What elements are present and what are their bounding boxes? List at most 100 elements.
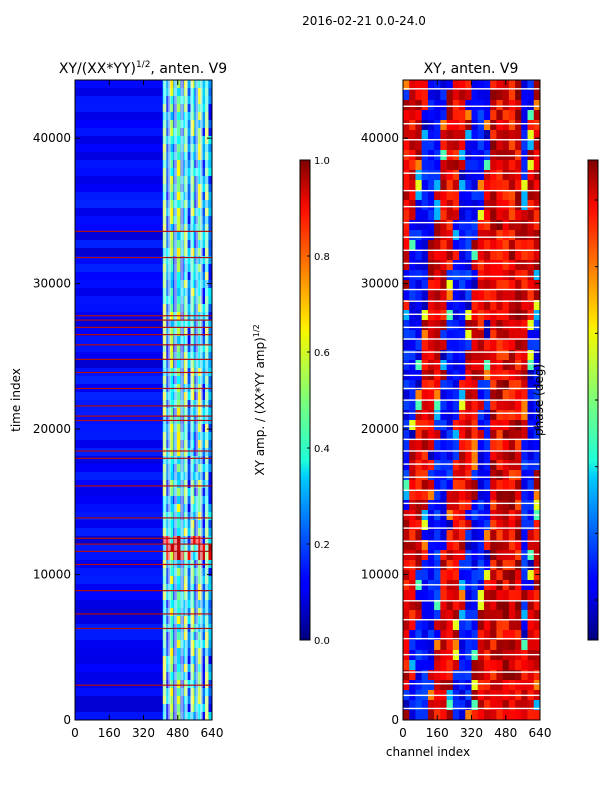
phase-cell [521, 280, 528, 291]
phase-cell [477, 590, 485, 601]
amplitude-cell [169, 592, 174, 601]
phase-cell [471, 520, 479, 531]
phase-cell [465, 500, 472, 511]
phase-cell [427, 480, 435, 491]
phase-cell [440, 710, 447, 720]
phase-cell [490, 520, 497, 531]
amplitude-cell [187, 480, 192, 489]
phase-cell [471, 620, 479, 631]
phase-cell [471, 460, 479, 471]
phase-y-tick-label: 0 [391, 713, 399, 727]
phase-cell [515, 170, 522, 181]
phase-cell [508, 500, 516, 511]
amplitude-cell [187, 376, 192, 385]
phase-cell [446, 410, 454, 421]
phase-cell [521, 200, 528, 211]
phase-flag-line [403, 653, 540, 656]
phase-cell [508, 680, 516, 691]
phase-cell [421, 80, 429, 91]
phase-cell [490, 350, 497, 361]
amplitude-cell [201, 256, 206, 265]
amplitude-cell [208, 696, 212, 705]
phase-cell [427, 110, 435, 121]
phase-cell [427, 610, 435, 621]
phase-cell [527, 600, 535, 611]
phase-cell [409, 530, 416, 541]
amplitude-cell [208, 296, 212, 305]
phase-cell [471, 310, 479, 321]
amplitude-cell [75, 248, 163, 257]
phase-cell [496, 430, 503, 441]
phase-cell [483, 320, 491, 331]
phase-cell [452, 240, 460, 251]
phase-cell [415, 240, 422, 251]
phase-cell [477, 270, 485, 281]
phase-cell [434, 440, 441, 451]
phase-cell [527, 220, 535, 231]
phase-flag-line [403, 326, 540, 329]
phase-cell [434, 300, 441, 311]
amplitude-colorbar-gradient [299, 159, 311, 641]
phase-cell [477, 620, 485, 631]
phase-cell [496, 120, 503, 131]
phase-cell [403, 500, 410, 511]
phase-cell [434, 340, 441, 351]
phase-cell [502, 190, 510, 201]
amplitude-cell [176, 592, 181, 601]
phase-cell [465, 210, 472, 221]
phase-cell [465, 260, 472, 271]
phase-cell [427, 80, 435, 91]
amplitude-cell [208, 168, 212, 177]
phase-cell [533, 680, 540, 691]
amplitude-cell [208, 488, 212, 497]
phase-cell [421, 120, 429, 131]
amplitude-cell [187, 632, 192, 641]
phase-cell [515, 500, 522, 511]
phase-cell [471, 80, 479, 91]
phase-cell [409, 100, 416, 111]
phase-cell [415, 490, 422, 501]
phase-cell [508, 710, 516, 720]
phase-cell [502, 300, 510, 311]
phase-cell [446, 330, 454, 341]
phase-cell [533, 320, 540, 331]
phase-cell [440, 90, 447, 101]
phase-cell [521, 140, 528, 151]
phase-cell [421, 630, 429, 641]
amplitude-cell [169, 328, 174, 337]
phase-cell [465, 110, 472, 121]
phase-cell [515, 270, 522, 281]
phase-cell [490, 550, 497, 561]
phase-cell [409, 380, 416, 391]
amplitude-cell [75, 440, 163, 449]
phase-cell [465, 190, 472, 201]
amplitude-flag-line [75, 315, 212, 317]
amplitude-cell [208, 400, 212, 409]
amplitude-cell [169, 232, 174, 241]
amplitude-cell [169, 712, 174, 720]
amplitude-cell [75, 184, 163, 193]
amplitude-cell [208, 360, 212, 369]
phase-cell [452, 420, 460, 431]
phase-cell [477, 200, 485, 211]
phase-cell [527, 700, 535, 711]
phase-cell [459, 290, 466, 301]
phase-cell [465, 200, 472, 211]
phase-cell [440, 340, 447, 351]
phase-cell [465, 660, 472, 671]
phase-cell [471, 250, 479, 261]
phase-cell [452, 440, 460, 451]
phase-cell [403, 620, 410, 631]
amplitude-cell [208, 344, 212, 353]
phase-cell [527, 350, 535, 361]
phase-cell [427, 700, 435, 711]
phase-cell [527, 380, 535, 391]
phase-cell [496, 250, 503, 261]
phase-cell [483, 470, 491, 481]
phase-cell [490, 670, 497, 681]
phase-cell [471, 590, 479, 601]
amplitude-flag-line [75, 517, 212, 519]
phase-cell [452, 170, 460, 181]
phase-cell [440, 280, 447, 291]
phase-cell [521, 400, 528, 411]
